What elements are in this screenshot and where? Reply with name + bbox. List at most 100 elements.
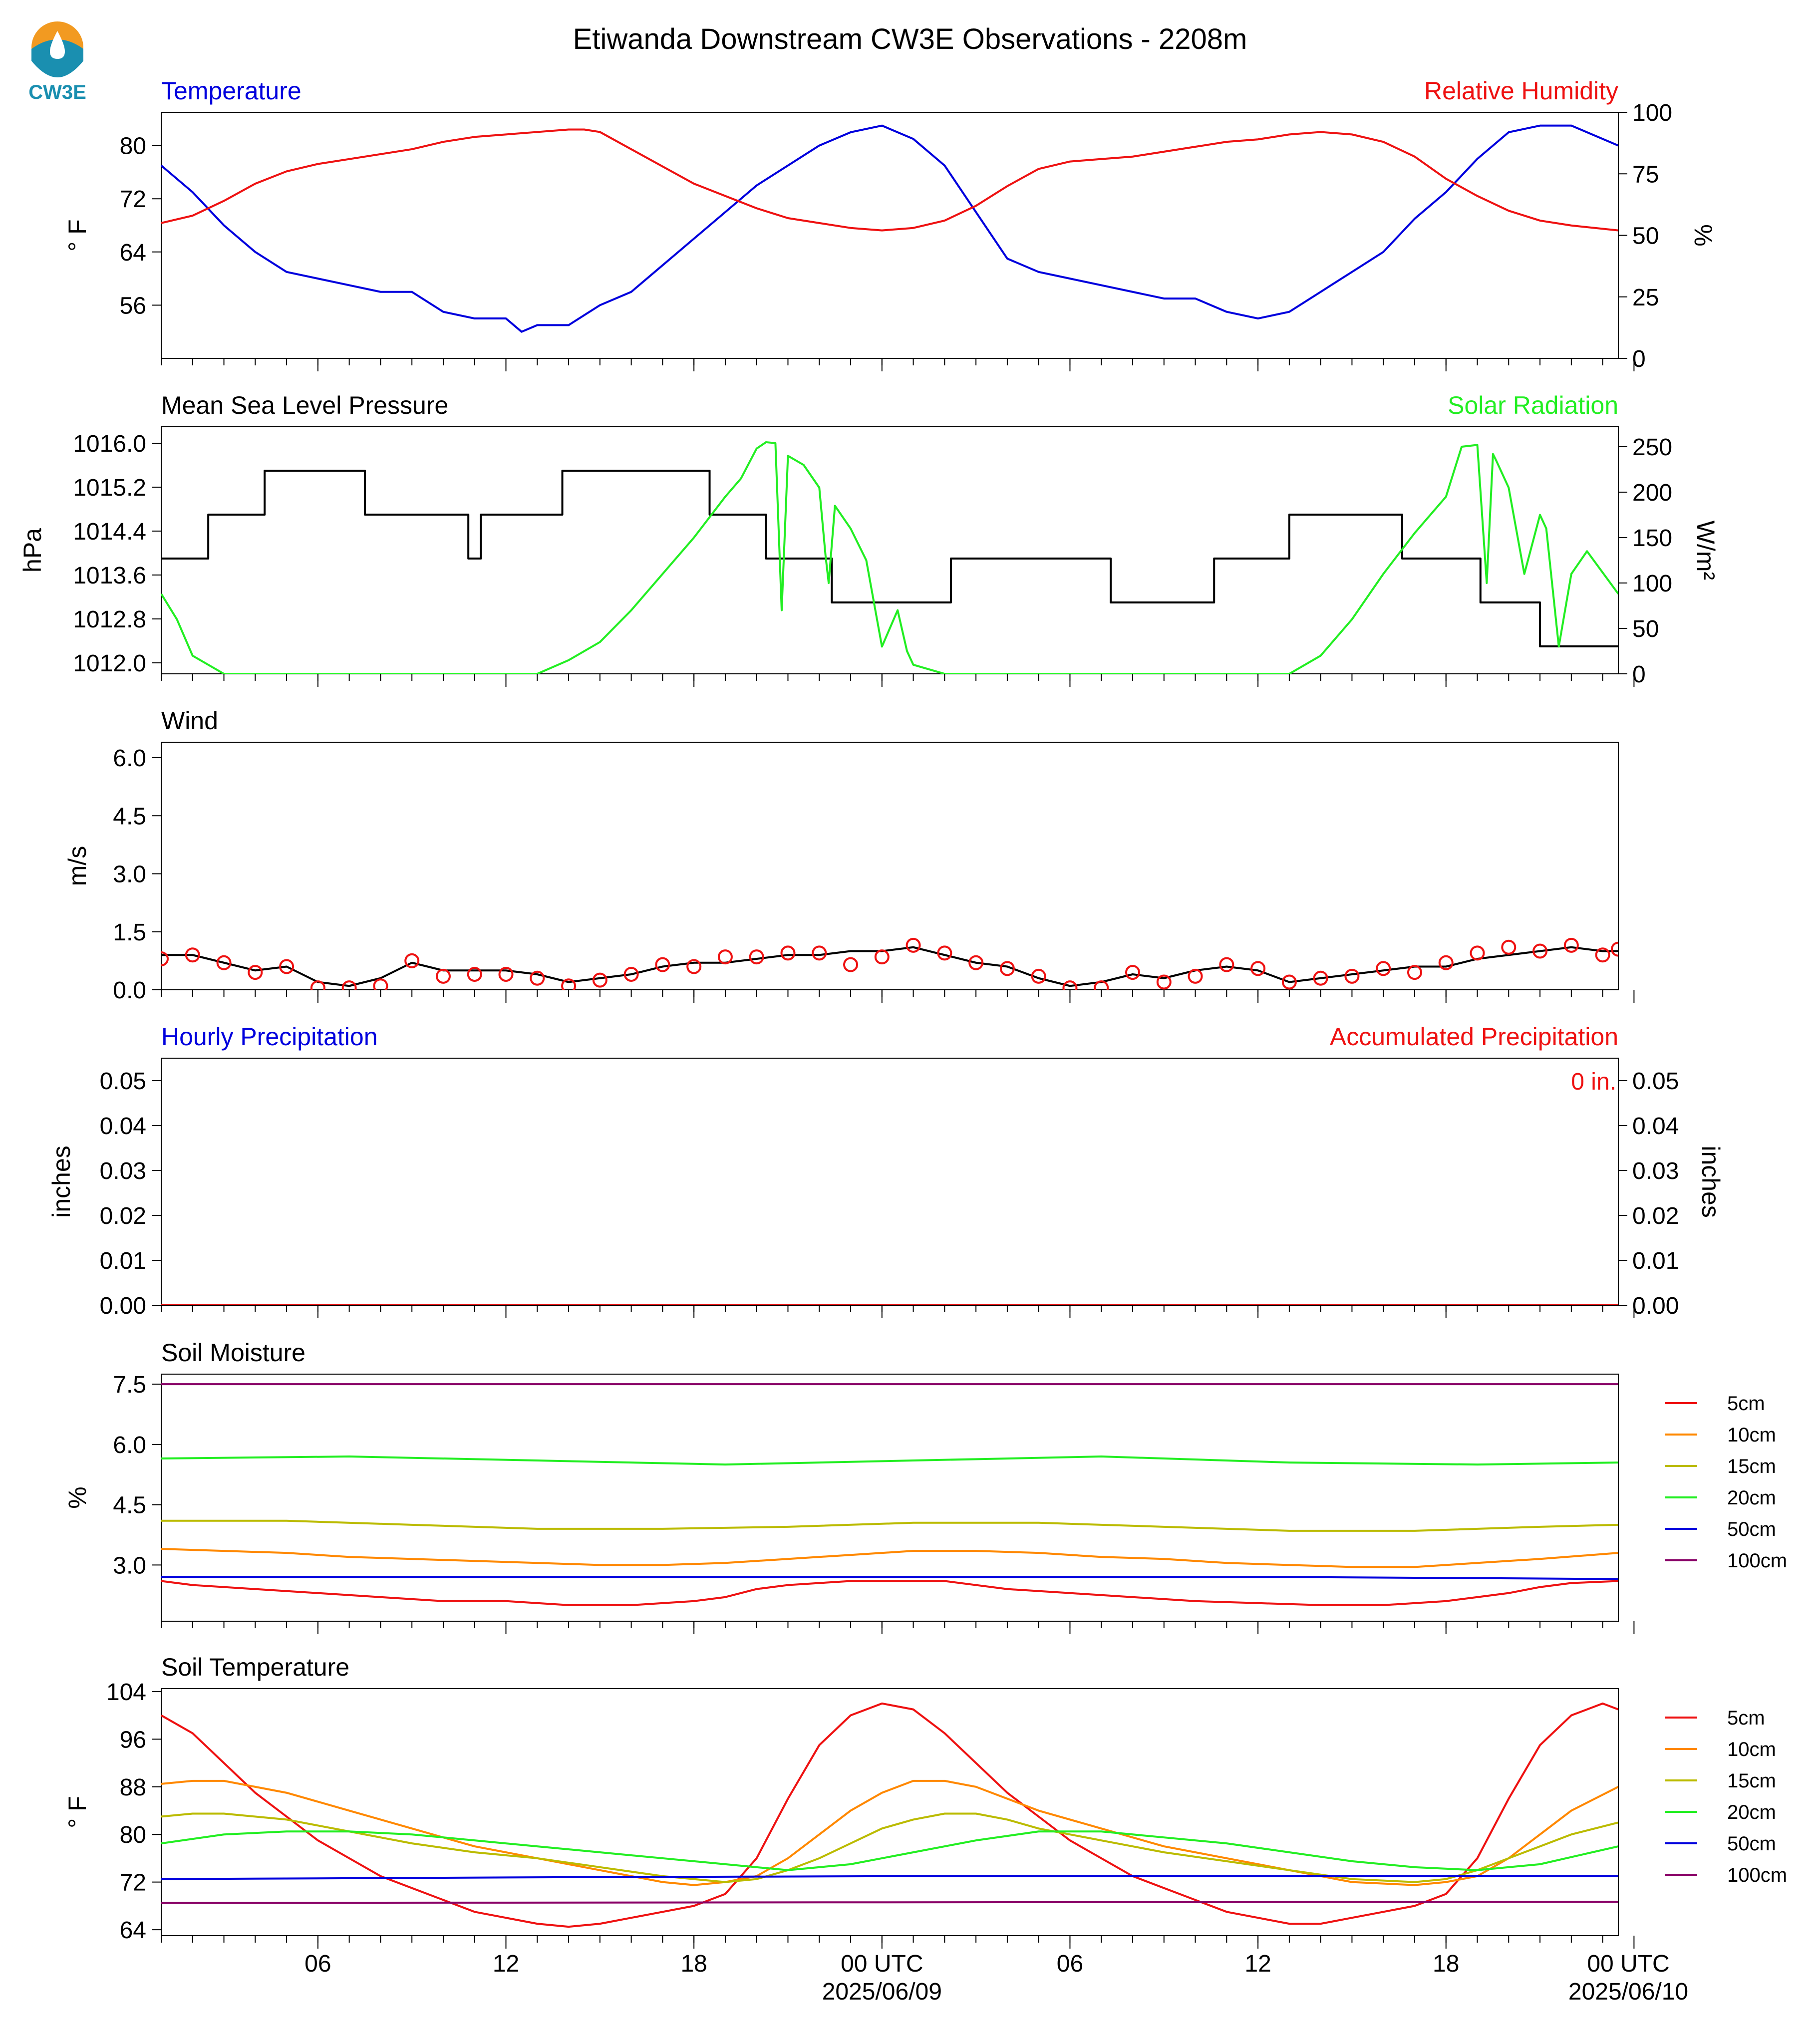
legend-entry: 50cm: [1727, 1518, 1776, 1540]
gust-marker: [310, 980, 325, 990]
panel-title-right: Relative Humidity: [1424, 77, 1618, 105]
gust-marker: [1595, 947, 1610, 963]
x-tick-label: 12: [1244, 1951, 1271, 1977]
y-tick-label: 0.05: [100, 1068, 146, 1095]
y-tick-label: 0.04: [100, 1113, 146, 1140]
y-tick-label: 0.03: [100, 1158, 146, 1184]
y-right-axis-label: %: [1689, 224, 1717, 246]
panel-pressure: Mean Sea Level Pressure Solar Radiation 10…: [18, 391, 1720, 688]
x-tick-label: 18: [680, 1951, 707, 1977]
y-right-tick-label: 150: [1632, 525, 1672, 552]
gust-marker: [717, 949, 733, 965]
series-line-50cm: [161, 1576, 1618, 1580]
gust-marker: [1094, 980, 1109, 990]
y-axis-label: inches: [47, 1146, 75, 1218]
logo-drop-icon: [50, 31, 65, 59]
gust-marker: [1062, 980, 1078, 990]
x-tick-label: 18: [1433, 1951, 1459, 1977]
legend-entry: 20cm: [1727, 1487, 1776, 1509]
series-line-solar-radiation: [161, 441, 1618, 674]
gust-marker: [749, 949, 764, 965]
plot-area: [161, 441, 1618, 674]
y-tick-label: 3.0: [113, 862, 146, 888]
x-tick-label: 06: [1057, 1951, 1083, 1977]
panel-title-right: Solar Radiation: [1448, 391, 1618, 419]
panel-title-left: Mean Sea Level Pressure: [161, 391, 448, 419]
gust-marker: [592, 972, 607, 988]
y-axis-label: %: [63, 1486, 91, 1508]
series-line-100cm: [161, 1901, 1618, 1904]
series-line-50cm: [161, 1875, 1618, 1880]
panel-soil_temperature: Soil Temperature 64 72 80 88 96 104 ° F 5cm 10cm 1…: [63, 1653, 1787, 1949]
series-line-15cm: [161, 1519, 1618, 1532]
x-tick-label: 00 UTC: [1587, 1951, 1669, 1977]
y-right-tick-label: 0: [1632, 346, 1646, 372]
y-right-tick-label: 0: [1632, 661, 1646, 688]
y-right-tick-label: 200: [1632, 480, 1672, 506]
gust-marker: [1125, 965, 1140, 980]
panel-title-left: Hourly Precipitation: [161, 1023, 378, 1051]
y-axis-label: ° F: [63, 219, 91, 251]
legend-entry: 10cm: [1727, 1738, 1776, 1760]
y-tick-label: 3.0: [113, 1552, 146, 1579]
gust-marker: [843, 957, 859, 972]
x-tick-date-label: 2025/06/09: [822, 1979, 942, 2005]
gust-marker: [623, 967, 639, 982]
y-tick-label: 1.5: [113, 919, 146, 946]
y-tick-label: 80: [120, 1822, 146, 1848]
y-right-tick-label: 100: [1632, 571, 1672, 597]
x-tick-label: 00 UTC: [841, 1951, 923, 1977]
x-tick-label: 06: [304, 1951, 331, 1977]
gust-marker: [279, 959, 295, 974]
legend-entry: 15cm: [1727, 1455, 1776, 1477]
panel-title-left: Soil Moisture: [161, 1339, 305, 1367]
y-axis-label: hPa: [18, 528, 46, 573]
panel-title-left: Wind: [161, 707, 218, 735]
gust-marker: [1611, 941, 1618, 957]
gust-marker: [161, 951, 169, 966]
legend-entry: 100cm: [1727, 1550, 1787, 1572]
series-line-20cm: [161, 1455, 1618, 1466]
plot-area: [161, 1702, 1618, 1928]
x-tick-label: 12: [493, 1951, 519, 1977]
y-tick-label: 96: [120, 1727, 146, 1753]
series-line-20cm: [161, 1830, 1618, 1871]
panel-title-right: Accumulated Precipitation: [1330, 1023, 1618, 1051]
panel-frame: [161, 426, 1619, 674]
plot-area: [161, 1383, 1618, 1606]
panel-soil_moisture: Soil Moisture 3.0 4.5 6.0 7.5% 5cm 10cm 15cm 20c…: [63, 1339, 1787, 1634]
gust-marker: [404, 953, 420, 968]
y-tick-label: 1013.6: [73, 563, 146, 589]
panel-title-left: Temperature: [161, 77, 302, 105]
y-tick-label: 4.5: [113, 1492, 146, 1519]
accumulated-total-label: 0 in.: [1571, 1069, 1616, 1095]
panel-frame: [161, 742, 1619, 990]
gust-marker: [1156, 974, 1172, 990]
gust-marker: [530, 970, 545, 986]
y-axis-label: ° F: [63, 1796, 91, 1828]
y-tick-label: 88: [120, 1774, 146, 1801]
gust-marker: [780, 945, 796, 961]
panel-temperature: Temperature Relative Humidity 56 64 72 80 ° F 0…: [63, 77, 1717, 372]
legend-entry: 5cm: [1727, 1393, 1765, 1415]
gust-marker: [467, 967, 482, 982]
y-right-tick-label: 100: [1632, 100, 1672, 126]
gust-marker: [498, 967, 514, 982]
y-right-axis-label: W/m²: [1692, 521, 1720, 580]
plot-area: [161, 124, 1618, 333]
legend-entry: 15cm: [1727, 1770, 1776, 1792]
y-right-tick-label: 50: [1632, 616, 1659, 642]
y-right-tick-label: 0.04: [1632, 1113, 1679, 1140]
gust-marker: [686, 959, 702, 974]
y-right-tick-label: 0.00: [1632, 1293, 1679, 1319]
logo-text: CW3E: [28, 81, 86, 103]
y-right-tick-label: 0.02: [1632, 1203, 1679, 1229]
gust-marker: [1219, 957, 1234, 972]
gust-marker: [1532, 943, 1548, 959]
gust-marker: [1407, 965, 1422, 980]
y-axis-label: m/s: [63, 846, 91, 886]
y-right-axis-label: inches: [1697, 1146, 1725, 1218]
panel-wind: Wind 0.0 1.5 3.0 4.5 6.0 m/s: [63, 707, 1635, 1004]
